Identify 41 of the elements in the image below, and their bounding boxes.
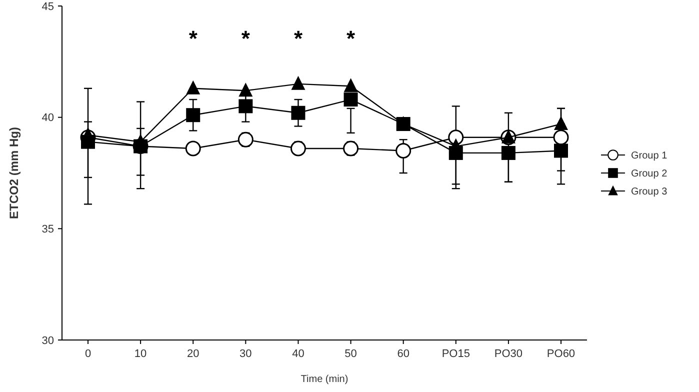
point: [291, 106, 306, 120]
annotation: *: [188, 26, 198, 51]
legend-label: Group 2: [631, 168, 668, 180]
legend-label: Group 1: [631, 150, 668, 162]
point: [238, 99, 253, 114]
x-tick-label: 30: [240, 348, 252, 360]
point: [554, 144, 568, 158]
x-tick-label: PO60: [546, 348, 576, 360]
x-axis-title: Time (min): [300, 374, 348, 385]
point: [185, 140, 201, 156]
point: [344, 78, 358, 92]
annotation: *: [294, 26, 303, 51]
point: [291, 76, 306, 90]
y-tick-label: 30: [42, 334, 54, 347]
legend-label: Group 3: [631, 186, 668, 198]
point: [343, 140, 359, 156]
x-tick-label: 40: [292, 348, 304, 360]
y-tick-label: 45: [42, 0, 54, 13]
point: [396, 142, 412, 158]
point: [448, 138, 463, 152]
x-tick-label: 20: [186, 348, 200, 360]
point: [554, 116, 568, 130]
y-axis-title: ETCO2 (mm Hg): [7, 126, 21, 220]
annotation: *: [241, 26, 250, 51]
x-tick-label: 10: [134, 348, 147, 360]
point: [238, 82, 253, 97]
point: [186, 80, 200, 94]
x-tick-label: 60: [397, 348, 410, 360]
point: [238, 132, 254, 148]
y-tick-label: 40: [42, 112, 54, 124]
point: [290, 140, 306, 156]
point: [501, 146, 516, 160]
x-tick-label: PO30: [494, 348, 523, 360]
point: [186, 108, 200, 122]
x-tick-label: PO15: [442, 348, 470, 360]
point: [344, 92, 358, 107]
y-tick-label: 35: [42, 224, 54, 236]
point: [553, 130, 569, 146]
annotation: *: [346, 26, 356, 51]
x-tick-label: 0: [84, 348, 92, 360]
x-tick-label: 50: [344, 348, 357, 360]
